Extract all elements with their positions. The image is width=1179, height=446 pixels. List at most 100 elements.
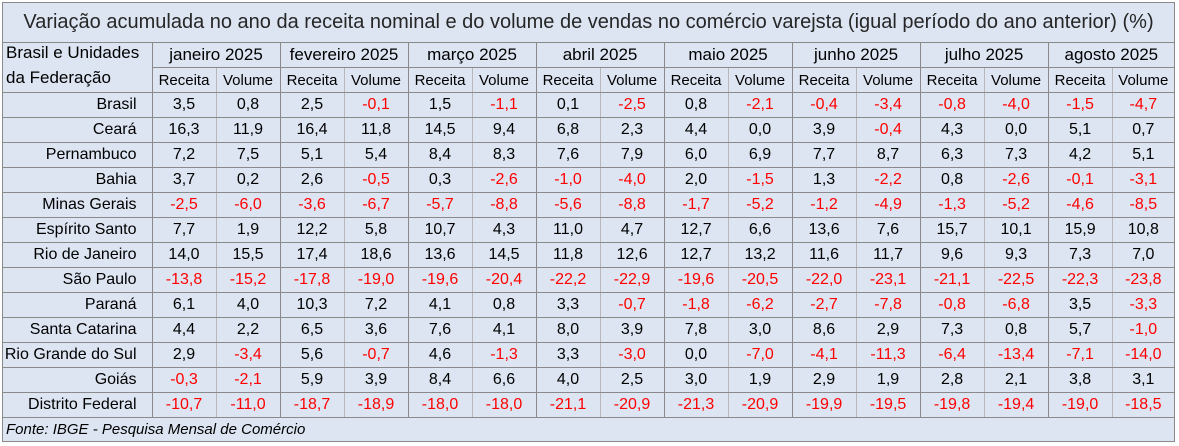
volume-cell: 0,8 [983, 317, 1049, 343]
volume-cell: 1,9 [855, 367, 921, 393]
volume-header: Volume [471, 67, 537, 93]
region-name: Bahia [3, 167, 152, 193]
receita-cell: 7,6 [407, 317, 473, 343]
volume-cell: 3,1 [1111, 367, 1175, 393]
table-row: Brasil 3,5 0,8 2,5 -0,1 1,5 -1,1 0,1 -2,5 0,8 -2,1… [3, 92, 1175, 118]
receita-cell: 14,5 [407, 117, 473, 143]
volume-cell: 11,9 [215, 117, 281, 143]
volume-cell: -5,2 [727, 192, 793, 218]
volume-header: Volume [215, 67, 281, 93]
region-name: Ceará [3, 117, 152, 143]
volume-cell: -11,0 [215, 392, 281, 418]
volume-cell: 13,2 [727, 242, 793, 268]
receita-cell: -4,6 [1047, 192, 1113, 218]
volume-cell: 2,5 [599, 367, 665, 393]
receita-cell: 12,7 [663, 242, 729, 268]
receita-cell: 16,4 [279, 117, 345, 143]
volume-cell: 7,5 [215, 142, 281, 168]
receita-cell: 15,9 [1047, 217, 1113, 243]
volume-cell: -4,7 [1111, 92, 1175, 118]
receita-cell: -22,0 [791, 267, 857, 293]
volume-header: Volume [727, 67, 793, 93]
receita-cell: -0,4 [791, 92, 857, 118]
receita-cell: -22,2 [535, 267, 601, 293]
volume-cell: 15,5 [215, 242, 281, 268]
receita-cell: -0,1 [1047, 167, 1113, 193]
volume-cell: -8,5 [1111, 192, 1175, 218]
volume-cell: -19,0 [343, 267, 409, 293]
volume-cell: -0,7 [599, 292, 665, 318]
volume-cell: 3,9 [343, 367, 409, 393]
volume-cell: 6,6 [471, 367, 537, 393]
receita-cell: 14,0 [151, 242, 216, 268]
region-name: Goiás [3, 367, 152, 393]
table-row: Distrito Federal -10,7 -11,0 -18,7 -18,9 -18,… [3, 392, 1175, 418]
volume-cell: 5,1 [1111, 142, 1175, 168]
volume-cell: -2,1 [727, 92, 793, 118]
table-row: Bahia 3,7 0,2 2,6 -0,5 0,3 -2,6 -1,0 -4,0 2,0 -1,5… [3, 167, 1175, 193]
table-row: Rio de Janeiro 14,0 15,5 17,4 18,6 13,6 14,5 11… [3, 242, 1175, 268]
volume-cell: -3,4 [855, 92, 921, 118]
receita-cell: -1,2 [791, 192, 857, 218]
receita-cell: 2,8 [919, 367, 985, 393]
volume-cell: -22,5 [983, 267, 1049, 293]
receita-cell: 3,9 [791, 117, 857, 143]
receita-cell: 10,7 [407, 217, 473, 243]
receita-cell: -19,8 [919, 392, 985, 418]
volume-cell: -20,4 [471, 267, 537, 293]
volume-cell: -2,1 [215, 367, 281, 393]
volume-cell: -19,5 [855, 392, 921, 418]
month-header: janeiro 2025 [151, 43, 281, 68]
receita-cell: -6,4 [919, 342, 985, 368]
receita-header: Receita [151, 67, 216, 93]
table-row: Goiás -0,3 -2,1 5,9 3,9 8,4 6,6 4,0 2,5 3,0 1,9 2,9… [3, 367, 1175, 393]
volume-cell: -0,1 [343, 92, 409, 118]
month-header: fevereiro 2025 [279, 43, 409, 68]
volume-cell: -2,5 [599, 92, 665, 118]
table-row: Paraná 6,1 4,0 10,3 7,2 4,1 0,8 3,3 -0,7 -1,8 -6,2… [3, 292, 1175, 318]
table-row: Espírito Santo 7,7 1,9 12,2 5,8 10,7 4,3 11,0 4,… [3, 217, 1175, 243]
volume-cell: -1,1 [471, 92, 537, 118]
table-row: Minas Gerais -2,5 -6,0 -3,6 -6,7 -5,7 -8,8 -5,6… [3, 192, 1175, 218]
month-header: maio 2025 [663, 43, 793, 68]
volume-cell: -2,2 [855, 167, 921, 193]
region-name: Paraná [3, 292, 152, 318]
volume-cell: -18,9 [343, 392, 409, 418]
volume-cell: 3,6 [343, 317, 409, 343]
volume-cell: -7,8 [855, 292, 921, 318]
volume-cell: -20,9 [727, 392, 793, 418]
receita-cell: 0,1 [535, 92, 601, 118]
receita-cell: -10,7 [151, 392, 216, 418]
receita-cell: -2,5 [151, 192, 216, 218]
volume-cell: 4,3 [471, 217, 537, 243]
receita-cell: 7,6 [535, 142, 601, 168]
volume-cell: -13,4 [983, 342, 1049, 368]
volume-cell: 8,3 [471, 142, 537, 168]
receita-cell: -21,1 [535, 392, 601, 418]
receita-cell: 13,6 [407, 242, 473, 268]
volume-header: Volume [1111, 67, 1175, 93]
volume-cell: -14,0 [1111, 342, 1175, 368]
volume-cell: -2,6 [471, 167, 537, 193]
receita-cell: -3,6 [279, 192, 345, 218]
volume-cell: 9,4 [471, 117, 537, 143]
month-header: abril 2025 [535, 43, 665, 68]
volume-cell: 5,8 [343, 217, 409, 243]
volume-cell: -20,9 [599, 392, 665, 418]
receita-cell: 6,3 [919, 142, 985, 168]
receita-cell: 17,4 [279, 242, 345, 268]
receita-header: Receita [791, 67, 857, 93]
region-name: Espírito Santo [3, 217, 152, 243]
header-label-line1: Brasil e Unidades [6, 43, 140, 62]
receita-cell: -2,7 [791, 292, 857, 318]
receita-cell: 8,4 [407, 142, 473, 168]
volume-cell: -3,3 [1111, 292, 1175, 318]
receita-cell: 5,7 [1047, 317, 1113, 343]
volume-header: Volume [983, 67, 1049, 93]
receita-cell: -21,1 [919, 267, 985, 293]
volume-cell: -4,9 [855, 192, 921, 218]
volume-header: Volume [599, 67, 665, 93]
volume-cell: -18,0 [471, 392, 537, 418]
volume-cell: -15,2 [215, 267, 281, 293]
